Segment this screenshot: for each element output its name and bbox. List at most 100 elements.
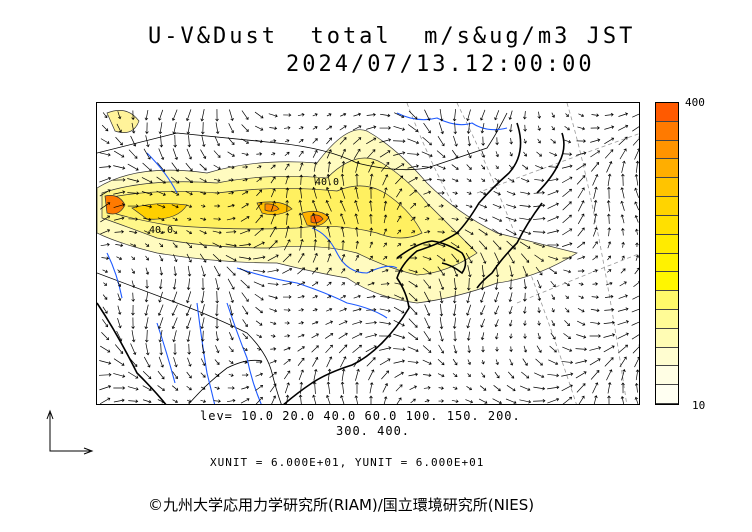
wind-vector [271, 153, 275, 156]
wind-vector [298, 334, 304, 337]
wind-vector [132, 281, 135, 288]
wind-vector [578, 214, 584, 224]
wind-vector [326, 321, 333, 325]
wind-vector [509, 334, 512, 339]
wind-vector [535, 165, 543, 169]
wind-vector [339, 333, 348, 339]
wind-vector [143, 400, 151, 403]
wind-vector [453, 192, 458, 195]
wind-vector [538, 112, 541, 119]
wind-vector [214, 266, 220, 276]
dust-map-panel: 40.0 40.0 [96, 102, 640, 405]
wind-vector [407, 139, 418, 144]
wind-vector [594, 200, 597, 211]
wind-vector [423, 345, 431, 352]
wind-vector [533, 387, 544, 390]
color-scale-step [656, 216, 678, 235]
wind-vector [255, 385, 262, 390]
wind-vector [285, 152, 289, 156]
wind-vector [396, 385, 402, 391]
wind-vector [549, 152, 556, 156]
wind-vector [618, 333, 629, 339]
wind-vector [267, 269, 278, 272]
wind-vector [593, 282, 598, 285]
wind-vector [393, 334, 404, 339]
wind-vector [425, 304, 430, 315]
wind-vector [160, 255, 163, 261]
wind-vector [172, 317, 177, 328]
wind-vector [632, 320, 640, 325]
wind-vector [605, 150, 613, 159]
wind-vector [173, 330, 177, 341]
wind-vector [423, 360, 431, 364]
wind-vector [313, 295, 318, 298]
wind-vector [353, 308, 361, 311]
wind-vector [604, 321, 615, 324]
wind-vector [131, 257, 134, 260]
wind-vector [284, 359, 291, 364]
wind-vector [201, 317, 204, 328]
wind-vector [340, 396, 344, 405]
wind-vector [201, 373, 205, 377]
wind-vector [103, 295, 107, 300]
wind-vector [577, 242, 584, 248]
wind-vector [368, 370, 374, 380]
wind-vector [395, 372, 404, 377]
wind-vector [186, 304, 191, 315]
wind-vector [481, 179, 484, 182]
wind-vector [228, 152, 235, 157]
wind-vector [370, 383, 373, 394]
wind-vector [327, 382, 330, 394]
wind-vector [313, 395, 317, 405]
wind-vector [468, 345, 471, 352]
wind-vector [534, 179, 544, 182]
wind-vector [440, 304, 443, 316]
wind-vector [173, 122, 177, 134]
wind-vector [635, 175, 638, 186]
wind-vector [496, 347, 499, 351]
color-scale-step [656, 366, 678, 385]
wind-vector [495, 333, 498, 339]
wind-vector [131, 305, 134, 315]
wind-vector [563, 215, 572, 223]
wind-vector [132, 330, 135, 342]
wind-vector [604, 138, 613, 144]
wind-vector [495, 124, 498, 133]
wind-vector [452, 400, 458, 403]
wind-vector [438, 374, 444, 377]
wind-vector [591, 309, 599, 312]
wind-vector [510, 346, 513, 351]
wind-vector [577, 384, 585, 393]
wind-vector [145, 292, 148, 302]
wind-vector [117, 318, 121, 328]
wind-vector [538, 321, 541, 325]
wind-vector [146, 268, 149, 275]
wind-vector [383, 384, 388, 393]
wind-vector [256, 307, 263, 313]
wind-vector [313, 113, 317, 116]
wind-vector [577, 127, 584, 130]
wind-vector [188, 344, 191, 354]
wind-vector [299, 395, 302, 405]
wind-vector [633, 137, 640, 146]
wind-vector [158, 385, 165, 390]
wind-vector [538, 139, 541, 143]
wind-vector [367, 295, 375, 298]
wind-vector [632, 112, 640, 117]
wind-vector [201, 387, 205, 390]
wind-vector [132, 269, 135, 274]
wind-vector [118, 306, 121, 315]
wind-vector [173, 400, 178, 403]
wind-vector [439, 387, 444, 390]
contour-levels-line1: lev= 10.0 20.0 40.0 60.0 100. 150. 200. [200, 409, 521, 423]
wind-vector [367, 358, 375, 367]
wind-vector [538, 307, 541, 312]
wind-vector [299, 321, 304, 324]
wind-vector [215, 304, 218, 315]
wind-vector [314, 369, 317, 380]
wind-vector [547, 230, 558, 234]
wind-vector [482, 360, 485, 364]
wind-vector [241, 280, 250, 288]
wind-vector [494, 385, 501, 390]
wind-vector [300, 382, 303, 393]
